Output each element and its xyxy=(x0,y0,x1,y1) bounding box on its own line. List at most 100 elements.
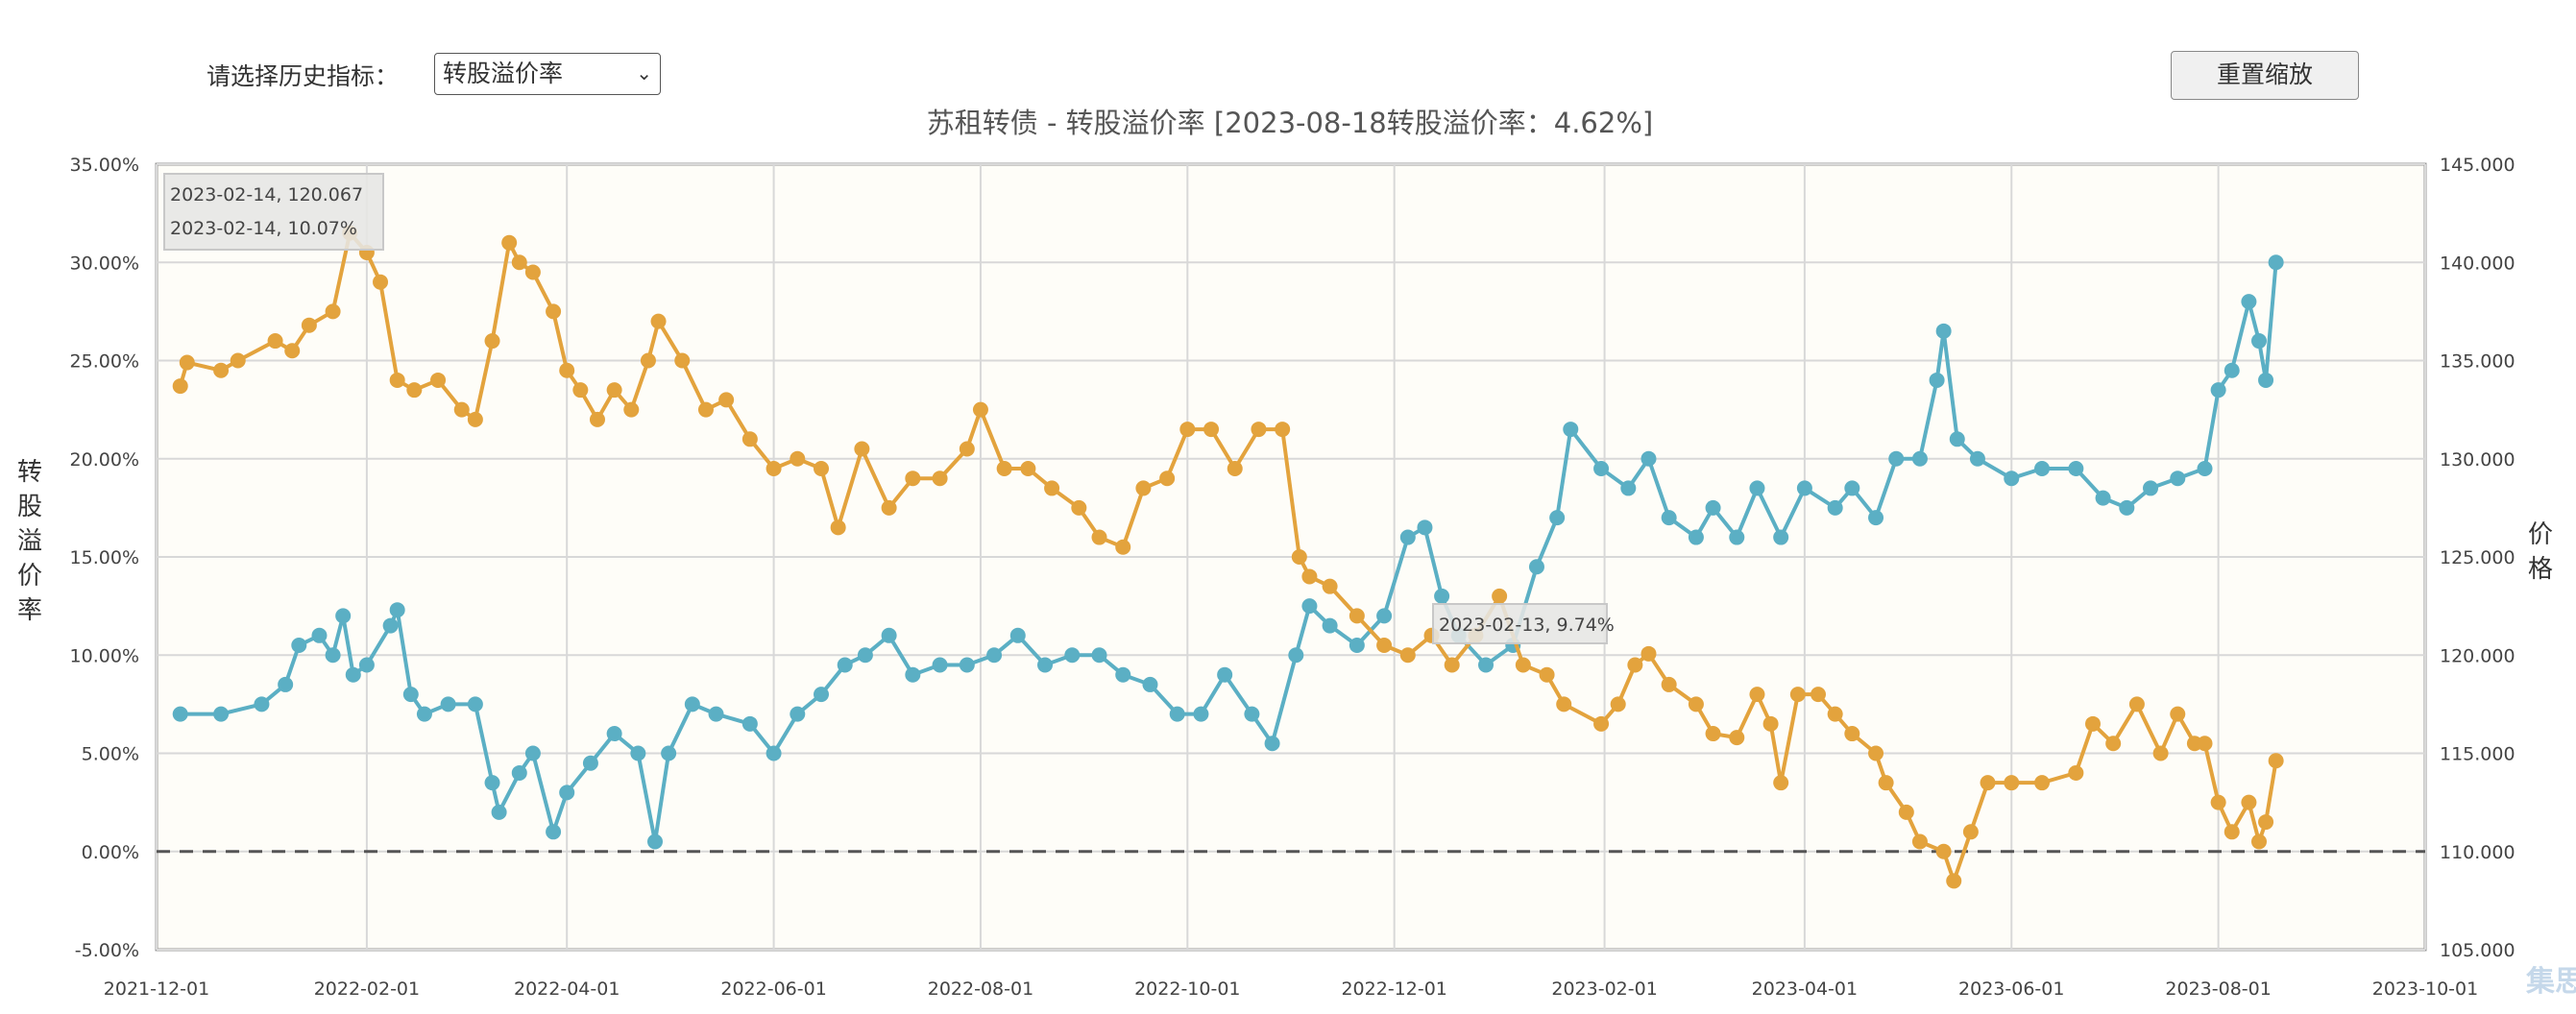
data-point[interactable] xyxy=(1301,568,1318,585)
data-point[interactable] xyxy=(697,401,714,418)
data-point[interactable] xyxy=(213,706,230,722)
data-point[interactable] xyxy=(647,833,664,850)
data-point[interactable] xyxy=(358,657,375,673)
data-point[interactable] xyxy=(1969,450,1985,467)
data-point[interactable] xyxy=(814,687,830,703)
data-point[interactable] xyxy=(2224,824,2240,840)
data-point[interactable] xyxy=(881,627,897,643)
data-point[interactable] xyxy=(501,234,518,251)
data-point[interactable] xyxy=(2170,471,2186,487)
data-point[interactable] xyxy=(559,785,575,801)
data-point[interactable] xyxy=(959,657,975,673)
data-point[interactable] xyxy=(1810,687,1827,703)
data-point[interactable] xyxy=(814,460,830,476)
data-point[interactable] xyxy=(1539,666,1555,683)
data-point[interactable] xyxy=(1288,647,1304,664)
data-point[interactable] xyxy=(453,401,470,418)
data-point[interactable] xyxy=(2224,362,2240,378)
data-point[interactable] xyxy=(267,333,283,350)
data-point[interactable] xyxy=(857,647,873,664)
data-point[interactable] xyxy=(172,706,188,722)
data-point[interactable] xyxy=(1515,657,1531,673)
indicator-select[interactable]: 转股溢价率 ⌄ xyxy=(434,53,661,95)
data-point[interactable] xyxy=(790,706,806,722)
data-point[interactable] xyxy=(718,392,735,408)
data-point[interactable] xyxy=(325,303,341,320)
data-point[interactable] xyxy=(1640,645,1657,662)
data-point[interactable] xyxy=(382,617,399,634)
data-point[interactable] xyxy=(1492,588,1508,604)
data-point[interactable] xyxy=(582,755,598,771)
data-point[interactable] xyxy=(1610,696,1626,712)
data-point[interactable] xyxy=(1417,519,1433,536)
data-point[interactable] xyxy=(1009,627,1026,643)
data-point[interactable] xyxy=(1620,480,1637,496)
data-point[interactable] xyxy=(830,519,846,536)
data-point[interactable] xyxy=(2143,480,2159,496)
data-point[interactable] xyxy=(854,441,870,457)
data-point[interactable] xyxy=(1135,480,1152,496)
data-point[interactable] xyxy=(674,352,691,369)
data-point[interactable] xyxy=(2170,706,2186,722)
data-point[interactable] xyxy=(2004,775,2020,791)
data-point[interactable] xyxy=(1037,657,1054,673)
data-point[interactable] xyxy=(1868,745,1884,761)
data-point[interactable] xyxy=(741,715,758,732)
data-point[interactable] xyxy=(2128,696,2145,712)
data-point[interactable] xyxy=(1159,471,1176,487)
data-point[interactable] xyxy=(932,471,948,487)
data-point[interactable] xyxy=(1640,450,1657,467)
data-point[interactable] xyxy=(484,775,500,791)
data-point[interactable] xyxy=(1773,529,1789,545)
data-point[interactable] xyxy=(335,608,352,624)
data-point[interactable] xyxy=(1627,657,1643,673)
data-point[interactable] xyxy=(661,745,677,761)
data-point[interactable] xyxy=(1217,666,1233,683)
data-point[interactable] xyxy=(491,804,507,820)
data-point[interactable] xyxy=(2197,460,2213,476)
data-point[interactable] xyxy=(546,824,562,840)
data-point[interactable] xyxy=(524,264,541,280)
data-point[interactable] xyxy=(2250,333,2267,350)
data-point[interactable] xyxy=(1898,804,1914,820)
data-point[interactable] xyxy=(179,354,195,371)
data-point[interactable] xyxy=(2268,753,2284,769)
data-point[interactable] xyxy=(1563,422,1579,438)
data-point[interactable] xyxy=(1827,706,1843,722)
data-point[interactable] xyxy=(172,378,188,395)
data-point[interactable] xyxy=(1169,706,1185,722)
data-point[interactable] xyxy=(278,676,294,692)
data-point[interactable] xyxy=(301,317,317,333)
data-point[interactable] xyxy=(2034,775,2051,791)
data-point[interactable] xyxy=(1193,706,1209,722)
data-point[interactable] xyxy=(1322,578,1338,594)
data-point[interactable] xyxy=(1661,510,1677,526)
data-point[interactable] xyxy=(684,696,700,712)
data-point[interactable] xyxy=(1844,726,1860,742)
data-point[interactable] xyxy=(708,706,724,722)
data-point[interactable] xyxy=(2105,736,2122,752)
data-point[interactable] xyxy=(1949,431,1965,447)
data-point[interactable] xyxy=(389,372,405,388)
data-point[interactable] xyxy=(2004,471,2020,487)
data-point[interactable] xyxy=(2197,736,2213,752)
data-point[interactable] xyxy=(1729,529,1745,545)
data-point[interactable] xyxy=(1142,676,1158,692)
data-point[interactable] xyxy=(559,362,575,378)
data-point[interactable] xyxy=(2250,833,2267,850)
data-point[interactable] xyxy=(1203,422,1220,438)
data-point[interactable] xyxy=(1071,499,1087,516)
data-point[interactable] xyxy=(766,745,782,761)
data-point[interactable] xyxy=(1688,696,1704,712)
data-point[interactable] xyxy=(1729,730,1745,746)
data-point[interactable] xyxy=(484,333,500,350)
data-point[interactable] xyxy=(1688,529,1704,545)
data-point[interactable] xyxy=(1935,323,1952,339)
data-point[interactable] xyxy=(2034,460,2051,476)
data-point[interactable] xyxy=(986,647,1003,664)
data-point[interactable] xyxy=(1044,480,1060,496)
data-point[interactable] xyxy=(1349,638,1365,654)
data-point[interactable] xyxy=(373,274,389,290)
data-point[interactable] xyxy=(467,411,483,427)
